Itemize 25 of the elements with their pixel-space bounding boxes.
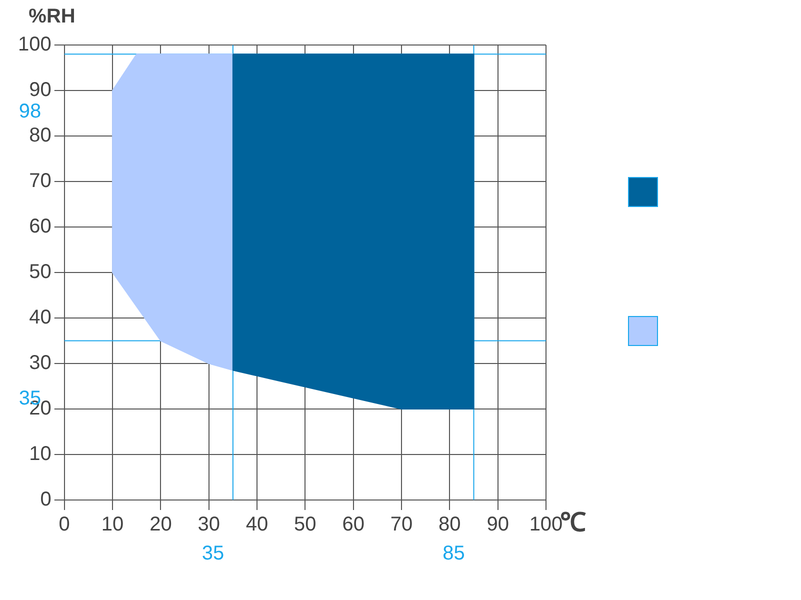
x-tick-label: 0 [58, 514, 70, 536]
x-tick-label: 80 [438, 514, 461, 536]
y-tick-label: 10 [29, 443, 52, 466]
y-tick-label: 50 [29, 261, 52, 284]
y-tick-label: 60 [29, 216, 52, 238]
y-axis-title: %RH [28, 6, 76, 28]
y-tick-label: 100 [18, 34, 52, 56]
ref-line-label: 85 [442, 542, 465, 565]
x-tick-label: 30 [198, 514, 220, 536]
x-tick-label: 50 [294, 514, 316, 536]
x-tick-label: 70 [390, 514, 413, 536]
y-tick-label: 90 [29, 79, 52, 102]
x-tick-label: 20 [150, 514, 172, 536]
x-axis-title: ℃ [560, 507, 586, 538]
y-tick-label: 80 [29, 124, 52, 147]
x-tick-label: 60 [342, 514, 364, 536]
y-tick-label: 30 [29, 352, 52, 374]
ref-line-label: 98 [18, 100, 42, 123]
ref-line-label: 35 [202, 542, 224, 565]
y-tick-label: 40 [29, 306, 52, 329]
y-tick-label: 0 [40, 488, 52, 511]
x-tick-label: 40 [246, 514, 268, 536]
x-tick-label: 10 [101, 514, 124, 536]
y-tick-label: 70 [29, 170, 52, 192]
x-tick-label: 90 [486, 514, 509, 536]
